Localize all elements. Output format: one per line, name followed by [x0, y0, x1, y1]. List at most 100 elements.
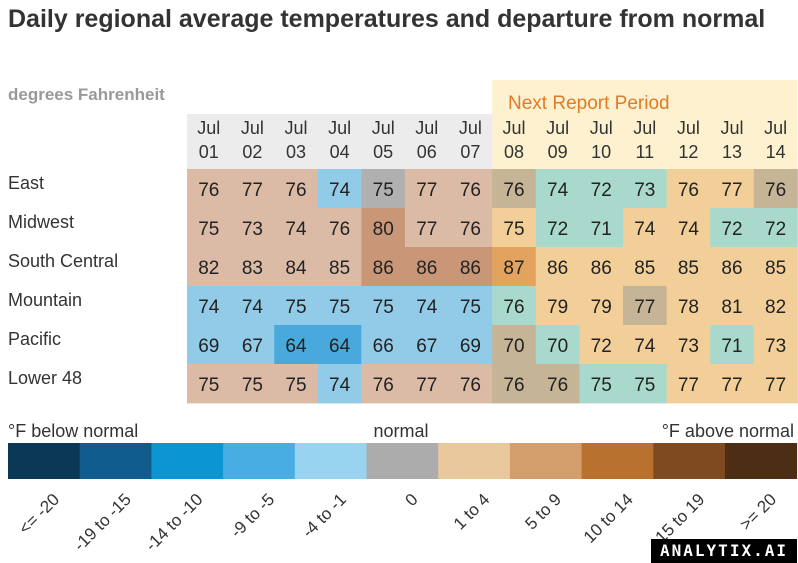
cell-value: 72: [721, 219, 742, 240]
column-header-month: Jul: [459, 118, 482, 138]
chart-title: Daily regional average temperatures and …: [8, 5, 766, 33]
legend-normal-label: normal: [373, 421, 428, 441]
cell-value: 74: [678, 219, 700, 240]
cell-value: 74: [329, 180, 351, 201]
column-header-day: 05: [373, 142, 393, 162]
heatmap-cell: [666, 325, 711, 365]
cell-value: 75: [591, 375, 612, 396]
heatmap-cell: [448, 169, 493, 209]
heatmap-cell: [753, 364, 798, 404]
heatmap-cell: [666, 169, 711, 209]
cell-value: 75: [373, 297, 394, 318]
cell-value: 76: [198, 180, 219, 201]
cell-value: 75: [198, 219, 219, 240]
chart-subtitle: degrees Fahrenheit: [8, 85, 165, 104]
heatmap-cell: [492, 208, 537, 248]
cell-value: 72: [591, 180, 612, 201]
cell-value: 85: [329, 258, 350, 279]
legend-swatch: [223, 443, 296, 479]
heatmap-cell: [535, 208, 580, 248]
cell-value: 69: [460, 336, 481, 357]
cell-value: 75: [285, 375, 306, 396]
heatmap-cell: [448, 247, 493, 287]
legend-bin-label: -4 to -1: [298, 490, 350, 542]
legend-bin-label: 1 to 4: [450, 490, 494, 534]
legend-swatch: [366, 443, 439, 479]
column-header-day: 09: [548, 142, 568, 162]
heatmap-cell: [710, 325, 755, 365]
heatmap-cell: [317, 325, 362, 365]
heatmap-cell: [753, 325, 798, 365]
cell-value: 74: [547, 180, 569, 201]
cell-value: 80: [373, 219, 394, 240]
cell-value: 67: [242, 336, 263, 357]
cell-value: 76: [547, 375, 568, 396]
cell-value: 72: [547, 219, 568, 240]
cell-value: 75: [460, 297, 481, 318]
cell-value: 85: [634, 258, 655, 279]
column-header-day: 11: [635, 142, 654, 162]
legend-bin-label: 0: [402, 490, 422, 510]
cell-value: 81: [721, 297, 742, 318]
cell-value: 76: [460, 219, 481, 240]
cell-value: 77: [416, 375, 437, 396]
column-header-day: 08: [504, 142, 524, 162]
column-header-day: 03: [286, 142, 306, 162]
legend-swatch: [509, 443, 582, 479]
cell-value: 74: [285, 219, 307, 240]
heatmap-cell: [579, 169, 624, 209]
heatmap-cell: [361, 169, 406, 209]
heatmap-cell: [492, 325, 537, 365]
cell-value: 78: [678, 297, 699, 318]
legend-swatch: [8, 443, 81, 479]
cell-value: 74: [416, 297, 438, 318]
heatmap-cell: [666, 247, 711, 287]
cell-value: 79: [547, 297, 568, 318]
heatmap-cell: [753, 208, 798, 248]
heatmap-cell: [405, 208, 449, 248]
heatmap-cell: [710, 247, 755, 287]
cell-value: 75: [242, 375, 263, 396]
heatmap-cell: [317, 169, 362, 209]
legend-swatch: [294, 443, 367, 479]
legend-bin-label: >= 20: [736, 490, 780, 534]
heatmap-cell: [579, 208, 624, 248]
cell-value: 77: [721, 375, 742, 396]
heatmap-cell: [187, 208, 231, 248]
heatmap-cell: [230, 325, 275, 365]
heatmap-cell: [753, 286, 798, 326]
cell-value: 67: [416, 336, 437, 357]
heatmap-cell: [623, 286, 667, 326]
legend-swatch: [581, 443, 654, 479]
cell-value: 77: [416, 180, 437, 201]
cell-value: 86: [416, 258, 437, 279]
cell-value: 86: [721, 258, 742, 279]
heatmap-cell: [666, 208, 711, 248]
cell-value: 74: [634, 219, 656, 240]
cell-value: 76: [678, 180, 699, 201]
row-label: South Central: [8, 251, 118, 271]
heatmap-cell: [753, 247, 798, 287]
heatmap-cell: [492, 286, 537, 326]
cell-value: 77: [416, 219, 437, 240]
heatmap-cell: [579, 286, 624, 326]
legend-swatch: [79, 443, 152, 479]
heatmap-cell: [405, 364, 449, 404]
heatmap-cell: [753, 169, 798, 209]
heatmap-cell: [230, 286, 275, 326]
cell-value: 64: [329, 336, 351, 357]
cell-value: 71: [721, 336, 742, 357]
cell-value: 77: [678, 375, 699, 396]
heatmap-cell: [317, 286, 362, 326]
column-header-day: 04: [330, 142, 350, 162]
heatmap-cell: [666, 364, 711, 404]
heatmap-cell: [187, 364, 231, 404]
cell-value: 64: [285, 336, 307, 357]
heatmap-cell: [317, 247, 362, 287]
legend-swatch: [438, 443, 511, 479]
heatmap-rows: East 76 77 76 74 75 77 76 76 74 72 73 76 77 76 Midwest 7…: [8, 169, 798, 404]
heatmap-cell: [274, 286, 319, 326]
cell-value: 86: [591, 258, 612, 279]
heatmap-cell: [666, 286, 711, 326]
cell-value: 86: [547, 258, 568, 279]
